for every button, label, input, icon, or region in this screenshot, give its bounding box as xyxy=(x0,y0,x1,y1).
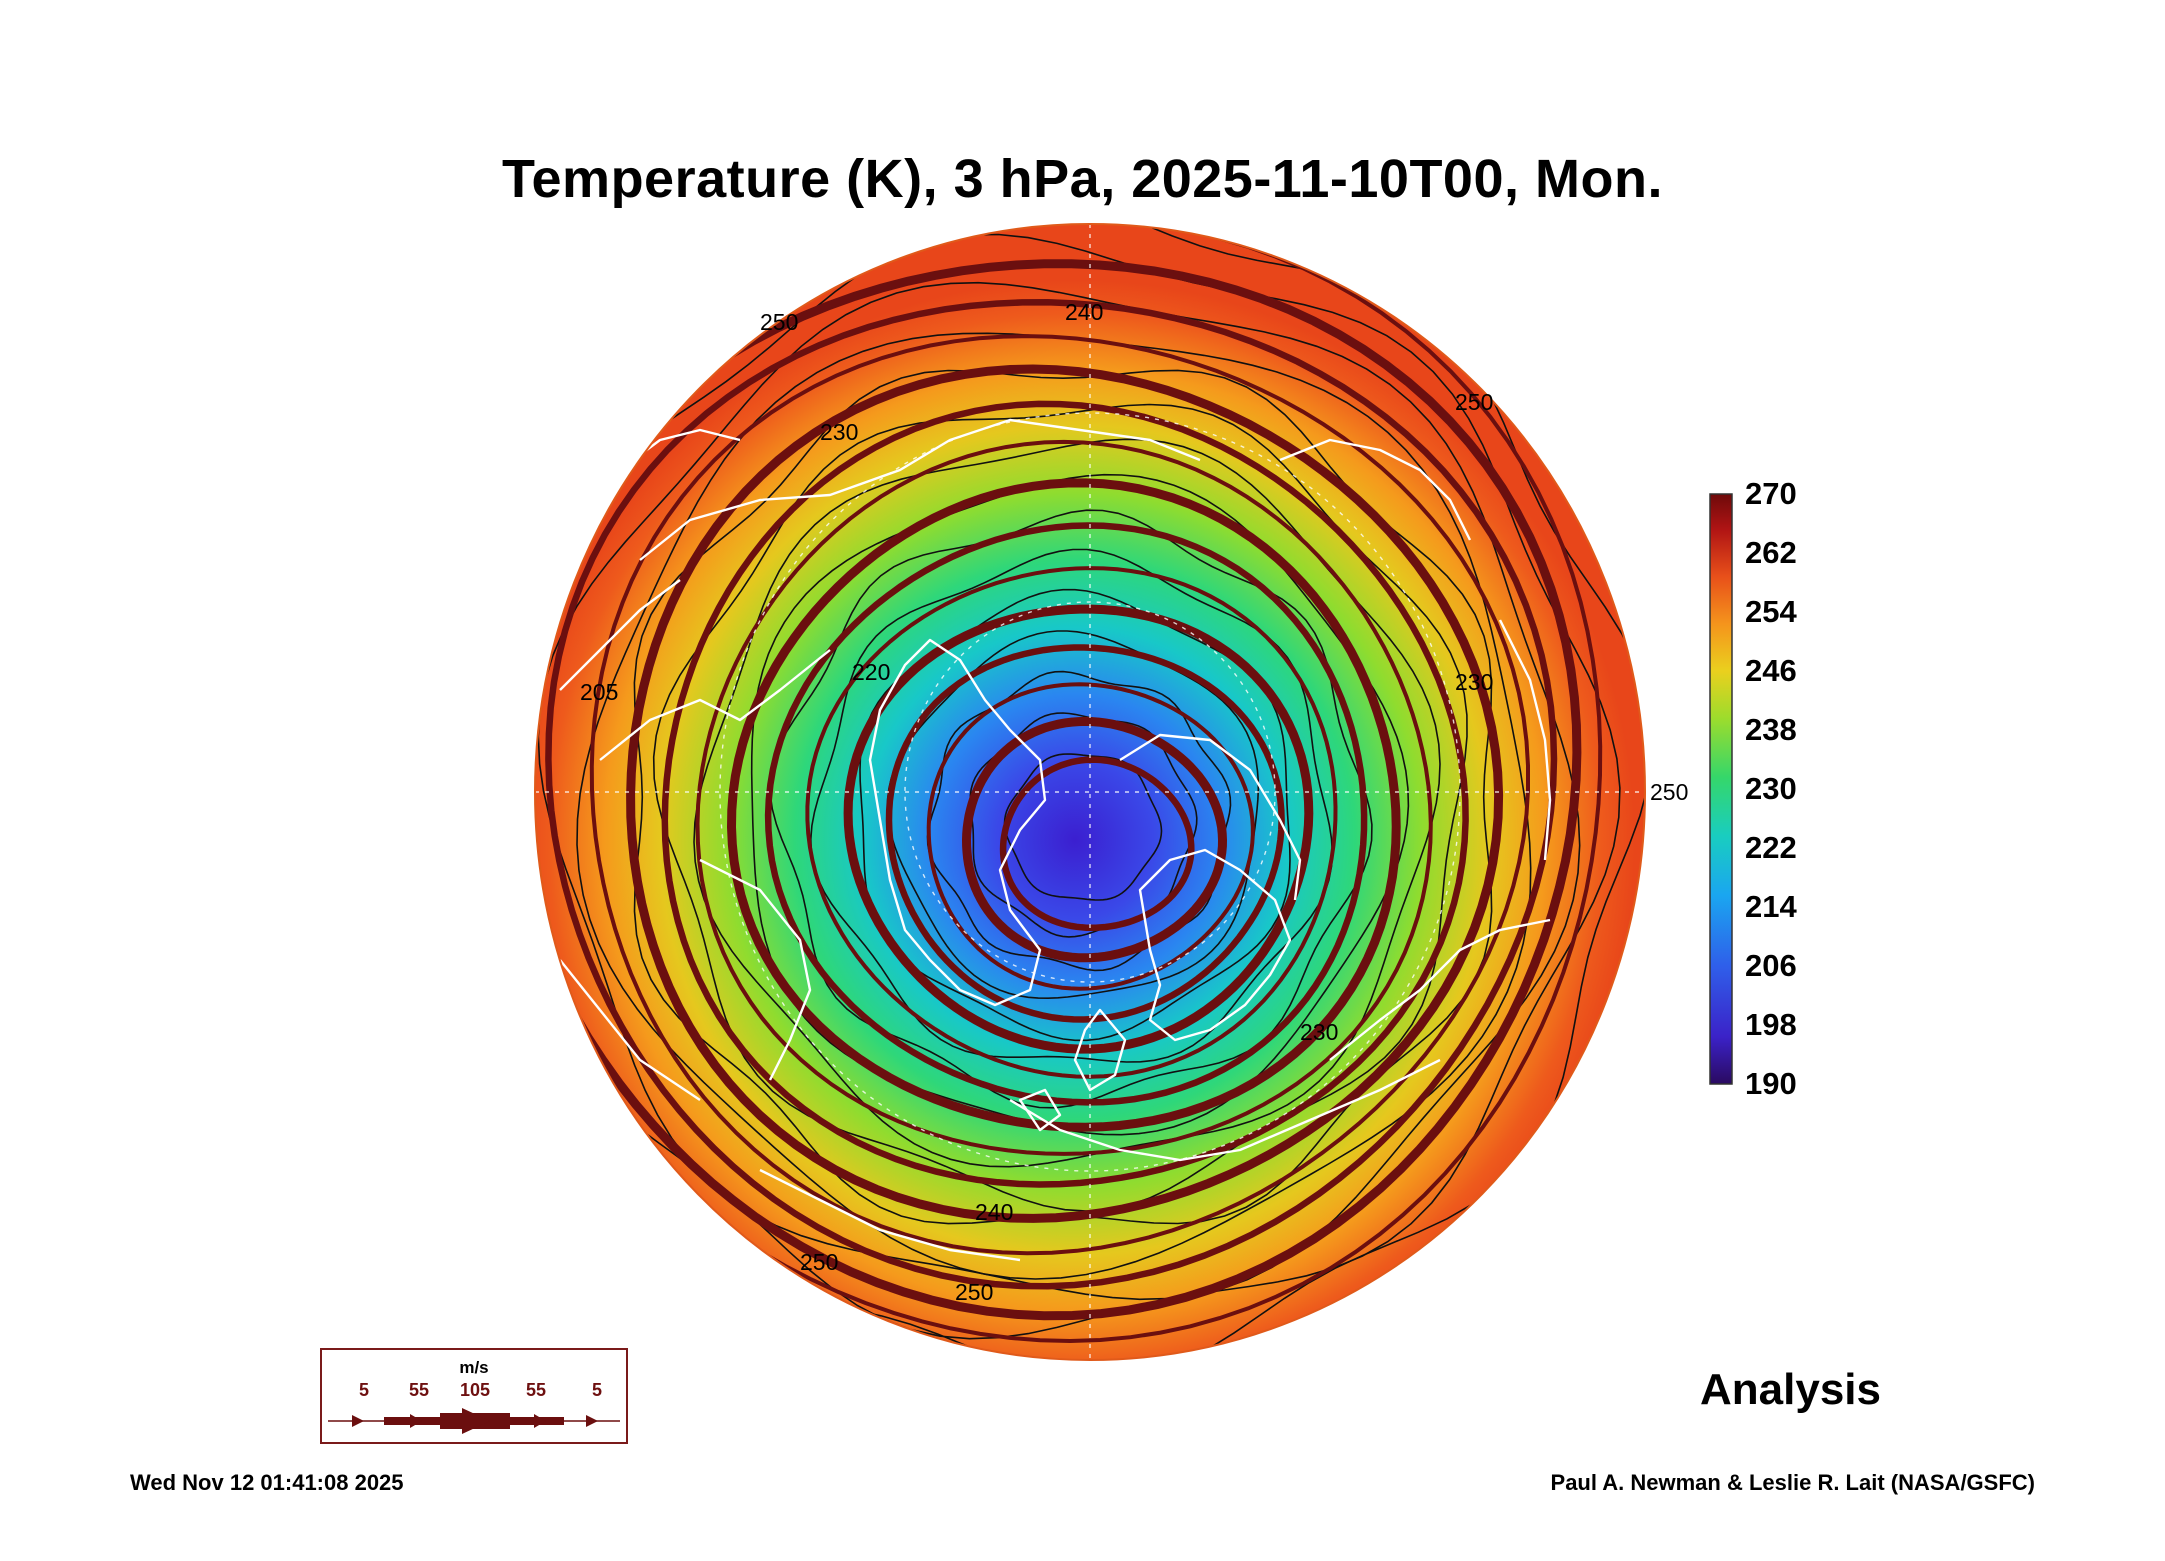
isotherm-line xyxy=(809,548,1334,1063)
colorbar-tick-label: 198 xyxy=(1745,1007,1797,1042)
colorbar xyxy=(1709,493,1733,1085)
wind-speed-label: 55 xyxy=(408,1380,430,1400)
wind-speed-label: 5 xyxy=(358,1380,370,1400)
contour-value-label: 250 xyxy=(760,309,798,335)
wind-streamline xyxy=(726,478,1401,1132)
graticule xyxy=(535,224,1645,1360)
contour-value-label: 220 xyxy=(852,659,890,685)
analysis-label: Analysis xyxy=(1700,1365,1881,1414)
colorbar-tick-label: 246 xyxy=(1745,653,1797,688)
colorbar-tick-label: 190 xyxy=(1745,1066,1797,1101)
wind-streamline xyxy=(885,644,1285,1023)
contour-value-label: 250 xyxy=(1650,779,1688,805)
isotherm-line xyxy=(859,588,1291,1042)
contour-value-label: 250 xyxy=(955,1279,993,1305)
coastlines xyxy=(559,418,1552,1262)
wind-speed-label: 5 xyxy=(591,1380,603,1400)
wind-streamline xyxy=(661,400,1469,1188)
contour-value-label: 205 xyxy=(580,679,618,705)
contour-value-label: 250 xyxy=(800,1249,838,1275)
wind-legend-unit: m/s xyxy=(459,1358,489,1377)
wind-legend-arrow xyxy=(328,1408,620,1434)
wind-streamline xyxy=(843,604,1314,1054)
contour-value-label: 230 xyxy=(820,419,858,445)
credit-line: Paul A. Newman & Leslie R. Lait (NASA/GS… xyxy=(1550,1470,2035,1495)
contour-value-label: 240 xyxy=(975,1199,1013,1225)
chart-title: Temperature (K), 3 hPa, 2025-11-10T00, M… xyxy=(502,149,1663,209)
colorbar-tick-label: 238 xyxy=(1745,712,1797,747)
wind-streamline xyxy=(535,259,1582,1321)
isotherm-line xyxy=(576,332,1532,1280)
colorbar-tick-label: 270 xyxy=(1745,476,1797,511)
wind-streamline xyxy=(764,522,1368,1106)
colorbar-tick-label: 262 xyxy=(1745,535,1797,570)
globe-outline xyxy=(534,223,1646,1361)
wind-streamline xyxy=(589,334,1530,1256)
isotherm-line xyxy=(769,509,1373,1109)
colorbar-tick-label: 214 xyxy=(1745,889,1797,924)
wind-speed-label: 105 xyxy=(459,1380,491,1400)
contour-value-label: 230 xyxy=(1455,669,1493,695)
wind-speed-legend: m/s 5 55 105 55 5 xyxy=(320,1348,628,1444)
colorbar-tick-label: 254 xyxy=(1745,594,1797,629)
wind-streamline xyxy=(926,682,1255,991)
wind-streamline xyxy=(961,716,1228,963)
contour-value-label: 250 xyxy=(1455,389,1493,415)
contour-labels: 250 240 230 250 205 220 230 250 240 250 250 230 xyxy=(580,299,1688,1305)
colorbar-tick-label: 206 xyxy=(1745,948,1797,983)
colorbar-tick-label: 230 xyxy=(1745,771,1797,806)
timestamp: Wed Nov 12 01:41:08 2025 xyxy=(130,1470,404,1495)
wind-streamline xyxy=(626,364,1504,1223)
colorbar-tick-label: 222 xyxy=(1745,830,1797,865)
wind-streamline xyxy=(695,439,1433,1156)
wind-streamline xyxy=(545,299,1558,1290)
wind-speed-label: 55 xyxy=(525,1380,547,1400)
wind-streamline xyxy=(999,756,1195,932)
contour-value-label: 240 xyxy=(1065,299,1103,325)
wind-streamline xyxy=(535,224,1603,1344)
contour-value-label: 230 xyxy=(1300,1019,1338,1045)
wind-streamlines xyxy=(535,224,1603,1344)
wind-streamline xyxy=(805,566,1338,1079)
